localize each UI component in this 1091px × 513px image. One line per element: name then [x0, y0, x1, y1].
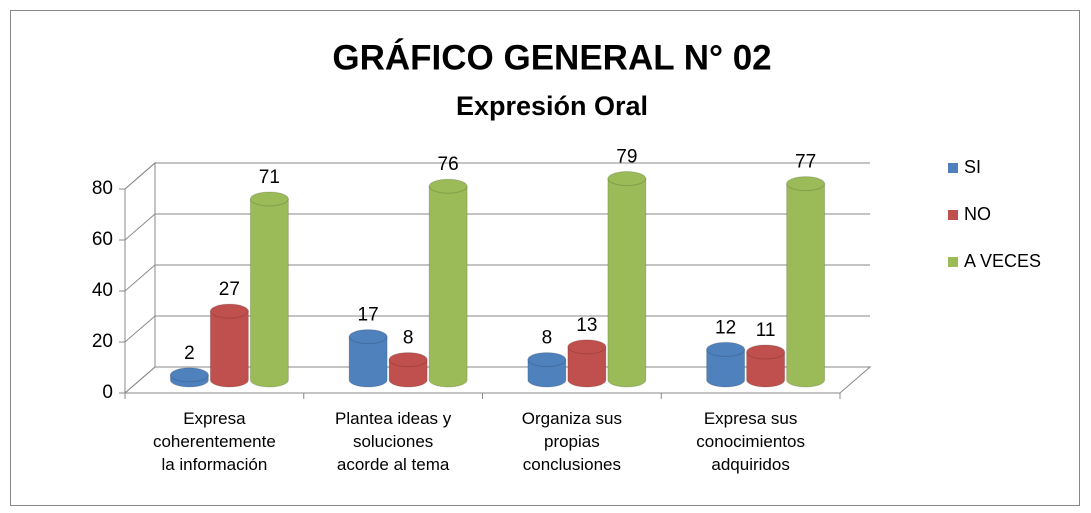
legend-label: SI [964, 157, 981, 177]
cylinder [249, 198, 289, 388]
data-label: 71 [259, 167, 280, 188]
cylinder [607, 178, 647, 388]
cylinder [706, 348, 746, 388]
data-label: 76 [438, 154, 459, 175]
cylinder-top [706, 341, 746, 357]
data-label: 2 [184, 343, 195, 364]
legend-swatch [948, 257, 958, 267]
data-label: 8 [542, 328, 553, 349]
x-tick-label: Expresa sus conocimientos adquiridos [696, 409, 805, 474]
cylinder [786, 183, 826, 388]
y-tick-label: 0 [102, 382, 113, 403]
cylinder-top [388, 352, 428, 368]
data-label: 11 [756, 320, 776, 341]
legend-label: A VECES [964, 251, 1041, 271]
chart-title: GRÁFICO GENERAL N° 02 [332, 37, 771, 77]
cylinder [209, 310, 249, 388]
legend-swatch [948, 163, 958, 173]
cylinder-top [786, 176, 826, 192]
grid-line [124, 162, 870, 190]
cylinder-top [746, 344, 786, 360]
cylinder-top [249, 191, 289, 207]
data-label: 77 [795, 152, 816, 173]
cylinder-top [567, 339, 607, 355]
cylinder [567, 346, 607, 388]
cylinder [428, 185, 468, 388]
x-tick-label: Expresa coherentemente la información [152, 409, 276, 474]
data-label: 13 [576, 315, 597, 336]
cylinder-top [169, 367, 209, 383]
data-label: 27 [219, 279, 240, 300]
cylinder-top [428, 178, 468, 194]
data-label: 79 [616, 147, 637, 168]
y-tick-label: 60 [92, 229, 113, 250]
cylinder-top [209, 303, 249, 319]
cylinder [746, 351, 786, 388]
cylinder-top [607, 171, 647, 187]
data-label: 12 [715, 317, 736, 338]
cylinder [527, 359, 567, 388]
x-tick-label: Organiza sus propias conclusiones [521, 409, 622, 474]
legend-swatch [948, 210, 958, 220]
y-tick-label: 20 [92, 331, 113, 352]
data-label: 8 [403, 328, 414, 349]
y-tick-label: 40 [92, 280, 113, 301]
chart-subtitle: Expresión Oral [456, 91, 648, 121]
data-label: 17 [358, 305, 379, 326]
x-tick-label: Plantea ideas y soluciones acorde al tem… [335, 409, 452, 474]
cylinder [348, 336, 388, 388]
cylinder-top [527, 352, 567, 368]
legend-label: NO [964, 204, 991, 224]
cylinder-top [348, 329, 388, 345]
y-tick-label: 80 [92, 178, 113, 199]
cylinder [388, 359, 428, 388]
